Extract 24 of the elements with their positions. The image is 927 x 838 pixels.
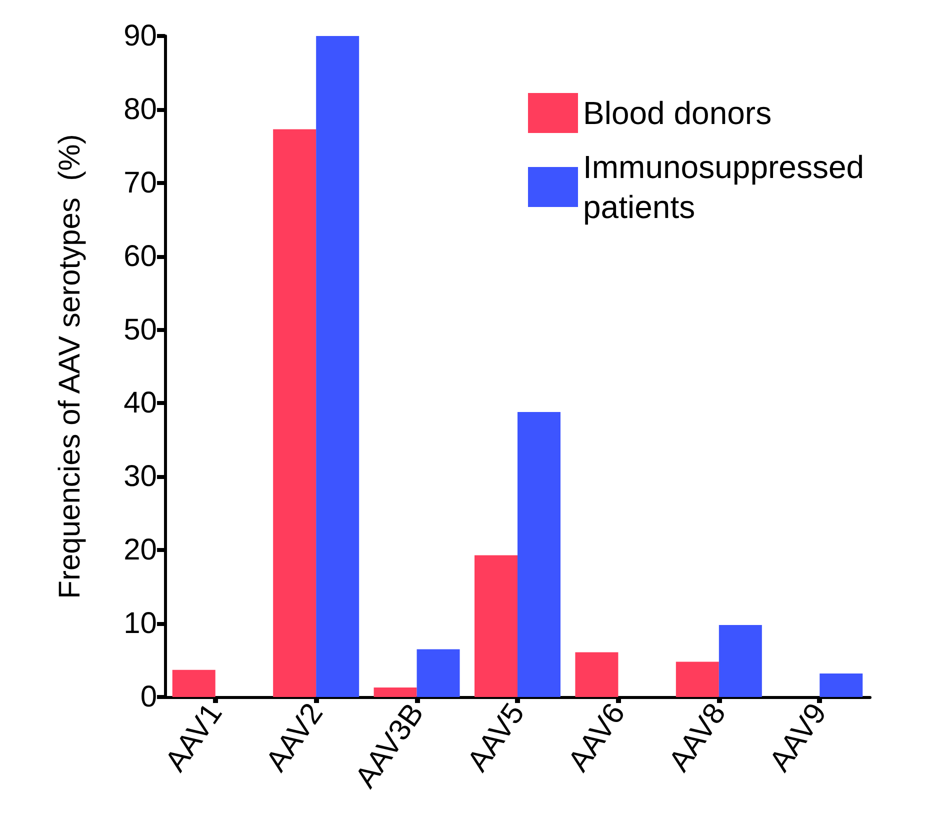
bar <box>676 662 719 697</box>
y-tick-label: 30 <box>124 460 157 494</box>
legend-label: Blood donors <box>583 95 772 131</box>
bar <box>575 652 618 697</box>
y-tick-label: 40 <box>124 386 157 420</box>
legend-label: Immunosuppressed patients <box>583 149 873 225</box>
bar <box>273 129 316 697</box>
y-tick-label: 60 <box>124 240 157 273</box>
bar <box>374 687 417 697</box>
y-tick-label: 50 <box>124 313 157 346</box>
y-tick-label: 20 <box>124 534 157 567</box>
bar <box>474 555 518 697</box>
y-tick-label: 0 <box>140 680 157 714</box>
bar <box>820 674 863 697</box>
bar <box>416 649 460 697</box>
y-axis-title: Frequencies of AAV serotypes (%) <box>54 134 86 599</box>
y-tick-label: 90 <box>124 20 157 52</box>
bar <box>518 412 560 697</box>
y-tick-label: 70 <box>124 166 157 200</box>
bar <box>172 670 216 697</box>
bar <box>718 625 762 697</box>
bar <box>316 36 360 697</box>
y-tick-label: 80 <box>124 92 157 126</box>
y-tick-label: 10 <box>124 607 157 640</box>
